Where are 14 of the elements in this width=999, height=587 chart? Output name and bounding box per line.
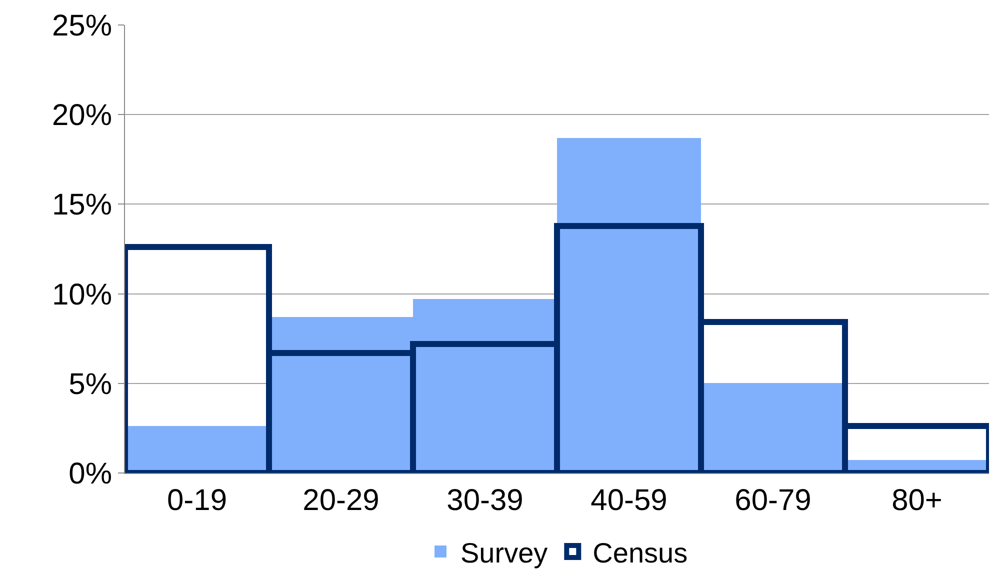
y-tick-label: 5% xyxy=(68,368,112,401)
y-tick-label: 25% xyxy=(52,10,112,42)
legend-label: Survey xyxy=(460,537,548,568)
y-tick-label: 0% xyxy=(68,458,112,490)
x-tick-label: 60-79 xyxy=(734,484,812,517)
x-tick-label: 80+ xyxy=(892,484,942,517)
y-tick-label: 10% xyxy=(52,278,112,312)
legend-label: Census xyxy=(592,537,688,568)
x-tick-label: 40-59 xyxy=(590,484,668,517)
x-tick-label: 0-19 xyxy=(166,484,228,517)
x-tick-label: 30-39 xyxy=(446,484,524,517)
x-tick-label: 20-29 xyxy=(302,484,380,517)
y-tick-label: 20% xyxy=(52,99,112,132)
y-tick-label: 15% xyxy=(52,188,112,222)
